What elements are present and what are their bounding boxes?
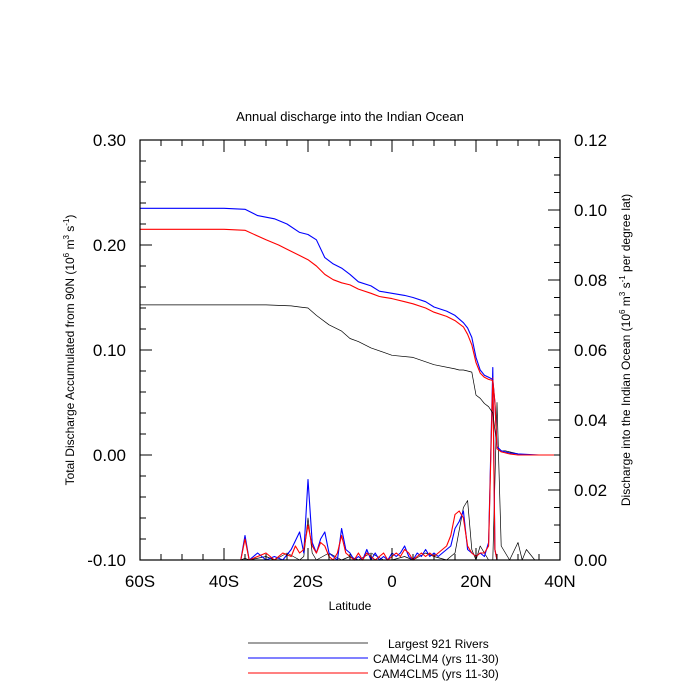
x-tick-label: 40N — [544, 572, 575, 591]
y-right-tick-label: 0.02 — [574, 481, 607, 500]
plot-frame — [139, 139, 561, 561]
x-tick-label: 20N — [460, 572, 491, 591]
accumulated-line-cam4clm5-yrs-11-30 — [140, 228, 560, 456]
legend-label-cam4clm5-yrs-11-30: CAM4CLM5 (yrs 11-30) — [373, 667, 499, 681]
accumulated-line-largest-921-rivers — [140, 304, 560, 456]
x-axis-label: Latitude — [329, 599, 372, 613]
y-right-tick-label: 0.00 — [574, 551, 607, 570]
legend-label-largest-921-rivers: Largest 921 Rivers — [388, 637, 489, 651]
y-right-tick-label: 0.04 — [574, 411, 607, 430]
x-tick-label: 20S — [293, 572, 323, 591]
y-left-tick-label: 0.20 — [93, 236, 126, 255]
per-latitude-line-cam4clm4-yrs-11-30 — [140, 366, 560, 561]
y-axis-right-label: Discharge into the Indian Ocean (106 m3 … — [618, 194, 633, 506]
chart-title: Annual discharge into the Indian Ocean — [236, 109, 464, 124]
y-right-tick-label: 0.08 — [574, 271, 607, 290]
per-latitude-line-largest-921-rivers — [140, 402, 560, 561]
y-left-tick-label: 0.30 — [93, 131, 126, 150]
x-tick-label: 60S — [125, 572, 155, 591]
y-right-tick-label: 0.10 — [574, 201, 607, 220]
accumulated-line-cam4clm4-yrs-11-30 — [140, 207, 560, 456]
y-right-tick-label: 0.06 — [574, 341, 607, 360]
y-axis-left-label: Total Discharge Accumulated from 90N (10… — [62, 215, 77, 486]
y-right-tick-label: 0.12 — [574, 131, 607, 150]
y-left-tick-label: -0.10 — [87, 551, 126, 570]
x-tick-label: 0 — [387, 572, 396, 591]
svg-text:Discharge into the Indian Ocea: Discharge into the Indian Ocean (106 m3 … — [618, 194, 633, 506]
y-left-tick-label: 0.00 — [93, 446, 126, 465]
y-left-tick-label: 0.10 — [93, 341, 126, 360]
legend-label-cam4clm4-yrs-11-30: CAM4CLM4 (yrs 11-30) — [373, 652, 499, 666]
svg-text:Total Discharge Accumulated fr: Total Discharge Accumulated from 90N (10… — [62, 215, 77, 486]
x-tick-label: 40S — [209, 572, 239, 591]
